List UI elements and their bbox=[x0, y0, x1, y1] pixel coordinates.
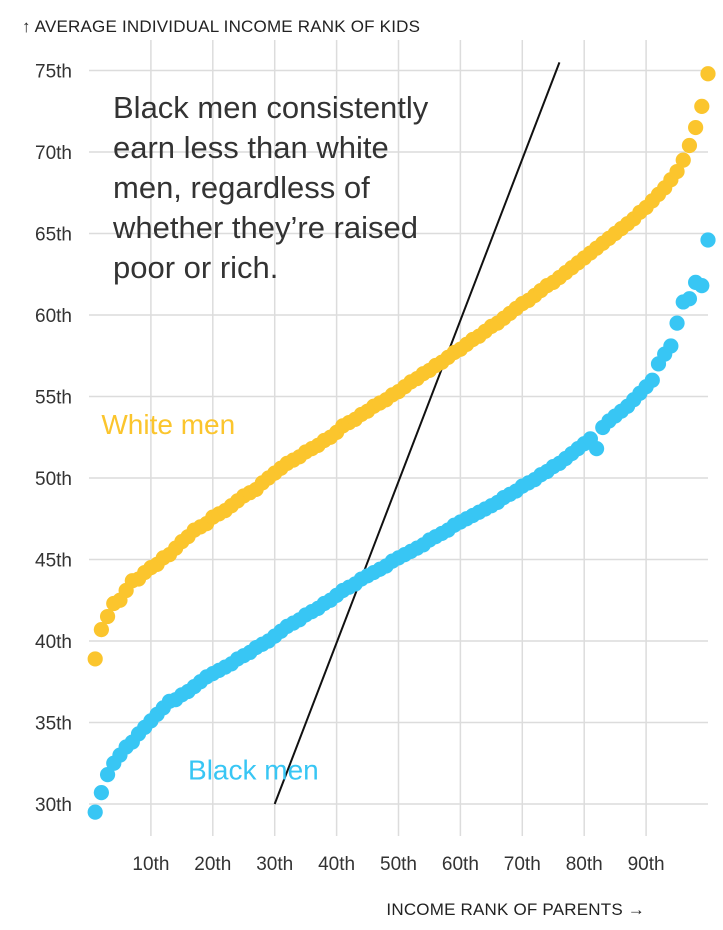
y-tick-label: 60th bbox=[35, 306, 72, 327]
data-point bbox=[99, 767, 116, 783]
data-point bbox=[588, 441, 605, 457]
x-tick-label: 60th bbox=[442, 854, 479, 875]
data-point bbox=[644, 372, 660, 388]
x-tick-label: 20th bbox=[194, 854, 231, 875]
data-point bbox=[681, 291, 698, 307]
data-point bbox=[700, 66, 716, 82]
series-black-men bbox=[87, 232, 716, 820]
data-point bbox=[93, 784, 109, 801]
y-axis-title: ↑ AVERAGE INDIVIDUAL INCOME RANK OF KIDS bbox=[22, 17, 420, 36]
y-axis-ticks: 30th 35th 40th 45th 50th 55th 60th 65th 70th 75th bbox=[35, 62, 72, 817]
data-point bbox=[87, 804, 103, 820]
annotation-line: poor or rich. bbox=[113, 250, 278, 285]
data-points bbox=[87, 66, 716, 820]
annotation-line: whether they’re raised bbox=[112, 210, 418, 245]
data-point bbox=[694, 278, 710, 294]
data-point bbox=[93, 621, 109, 638]
annotation-line: men, regardless of bbox=[113, 170, 370, 205]
y-tick-label: 50th bbox=[35, 469, 72, 490]
data-point bbox=[669, 315, 685, 331]
data-point bbox=[688, 119, 704, 136]
reference-line-segment bbox=[273, 61, 561, 805]
data-point bbox=[675, 152, 691, 168]
y-tick-label: 35th bbox=[35, 714, 72, 735]
x-axis-title: INCOME RANK OF PARENTS → bbox=[386, 900, 645, 919]
y-tick-label: 55th bbox=[35, 388, 72, 409]
x-tick-label: 70th bbox=[504, 854, 541, 875]
x-tick-label: 50th bbox=[380, 854, 417, 875]
data-point bbox=[669, 163, 685, 180]
x-tick-label: 10th bbox=[132, 854, 169, 875]
annotation-text: Black men consistently earn less than whi… bbox=[112, 90, 429, 285]
data-point bbox=[87, 651, 103, 667]
series-white-men bbox=[87, 66, 716, 667]
y-tick-label: 45th bbox=[35, 551, 72, 572]
y-tick-label: 75th bbox=[35, 62, 72, 83]
x-tick-label: 30th bbox=[256, 854, 293, 875]
y-tick-label: 40th bbox=[35, 632, 72, 653]
reference-line bbox=[273, 61, 561, 805]
annotation-line: earn less than white bbox=[113, 130, 389, 165]
x-axis-ticks: 10th 20th 30th 40th 50th 60th 70th 80th 90th bbox=[132, 854, 664, 875]
series-label: White men bbox=[101, 409, 235, 440]
annotation-line: Black men consistently bbox=[113, 90, 429, 125]
data-point bbox=[663, 338, 679, 354]
y-tick-label: 30th bbox=[35, 795, 72, 816]
x-tick-label: 80th bbox=[566, 854, 603, 875]
series-label: Black men bbox=[188, 755, 319, 786]
data-point bbox=[681, 137, 698, 154]
data-point bbox=[99, 608, 116, 625]
data-point bbox=[694, 98, 710, 114]
y-tick-label: 70th bbox=[35, 143, 72, 164]
data-point bbox=[700, 232, 716, 248]
y-tick-label: 65th bbox=[35, 225, 72, 246]
series-labels: White men Black men bbox=[101, 409, 318, 786]
x-tick-label: 40th bbox=[318, 854, 355, 875]
x-tick-label: 90th bbox=[628, 854, 665, 875]
